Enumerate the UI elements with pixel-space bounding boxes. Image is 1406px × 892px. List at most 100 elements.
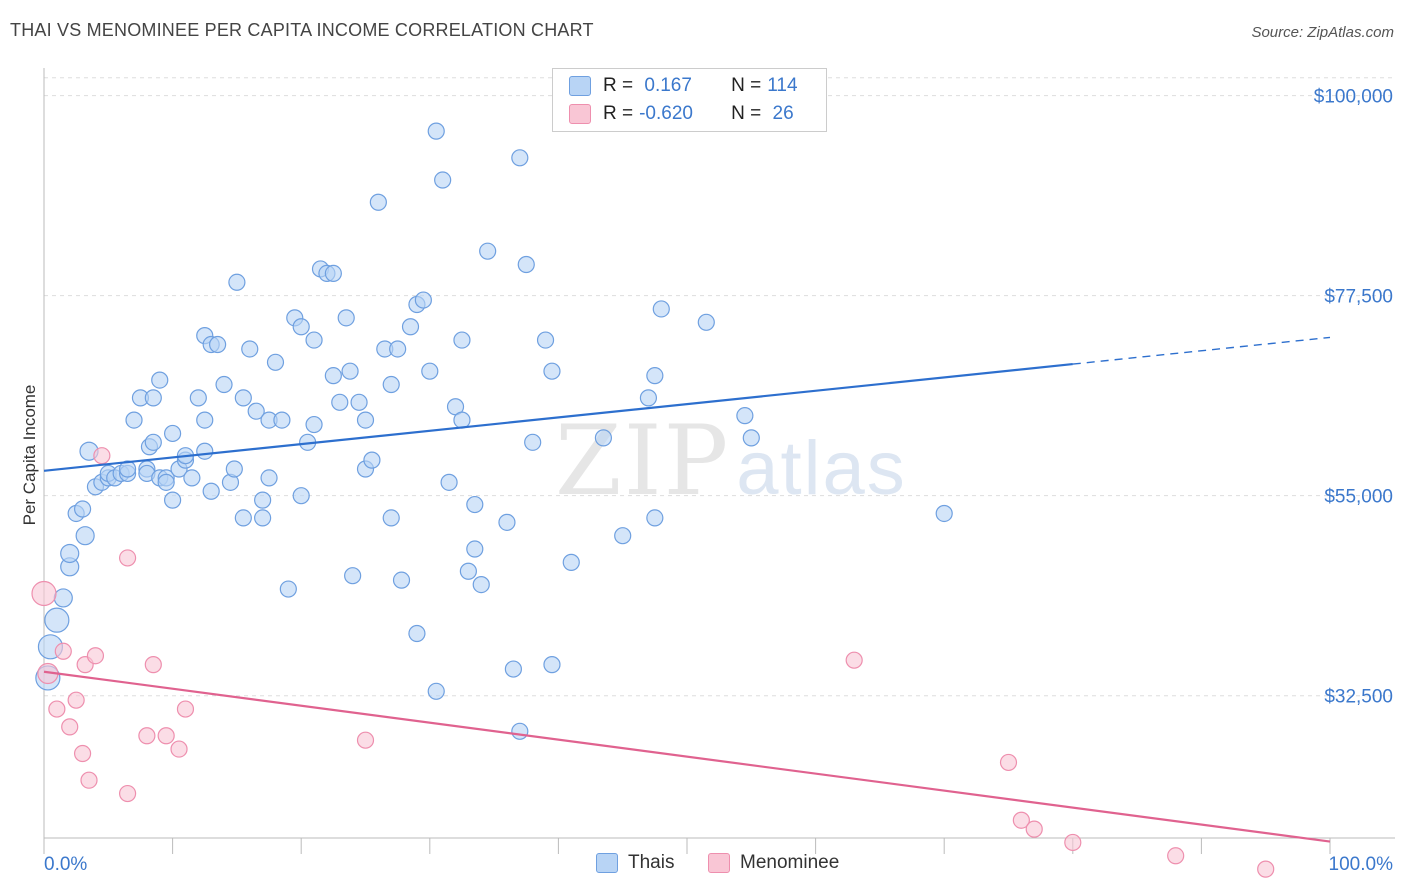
data-point-menominee (118, 784, 137, 803)
legend: R = 0.167 N = 114 R = -0.620 N = 26 (552, 68, 827, 132)
data-point-thais (344, 567, 362, 585)
data-point-menominee (1012, 811, 1030, 829)
data-point-thais (459, 562, 477, 580)
bottom-legend-label-thais: Thais (628, 852, 675, 873)
trend-line-thais-extension (1072, 336, 1331, 365)
data-point-thais (594, 429, 613, 447)
data-point-menominee (1025, 820, 1043, 838)
data-point-menominee (356, 731, 375, 749)
legend-r-value: 0.167 (639, 75, 692, 96)
data-point-thais (202, 482, 220, 500)
x-tick-label: 100.0% (1329, 854, 1394, 875)
data-point-thais (266, 353, 285, 371)
data-point-menominee (999, 753, 1018, 772)
data-point-thais (646, 367, 664, 385)
data-point-thais (389, 340, 407, 358)
data-point-thais (498, 513, 516, 531)
data-point-menominee (93, 447, 111, 465)
data-point-thais (543, 362, 561, 380)
data-point-menominee (845, 651, 863, 669)
y-tick-label: $77,500 (1324, 287, 1393, 308)
grid-lines (44, 77, 1395, 697)
data-point-thais (350, 393, 368, 411)
legend-swatch-menominee (569, 104, 591, 124)
legend-n-label: N = (731, 103, 762, 124)
data-point-menominee (138, 727, 156, 745)
data-point-thais (517, 255, 535, 274)
data-point-menominee (67, 691, 85, 709)
data-point-thais (183, 469, 201, 487)
data-point-thais (382, 509, 400, 527)
legend-n-value: 26 (767, 103, 794, 124)
bottom-legend-menominee: Menominee (708, 852, 839, 874)
data-point-thais (511, 722, 529, 740)
data-point-thais (562, 553, 580, 571)
data-point-menominee (118, 549, 137, 567)
data-point-thais (434, 171, 452, 189)
data-point-thais (151, 371, 169, 389)
data-point-thais (421, 362, 439, 380)
bottom-legend-thais: Thais (596, 852, 674, 874)
data-point-thais (736, 407, 754, 425)
watermark: ZIPatlas (555, 405, 907, 517)
data-point-thais (427, 682, 445, 700)
data-point-thais (225, 460, 243, 478)
data-point-thais (234, 509, 252, 527)
legend-row-thais: R = 0.167 N = 114 (569, 73, 798, 99)
data-point-thais (53, 588, 73, 608)
data-point-thais (652, 300, 670, 318)
data-point-thais (324, 367, 342, 385)
data-point-menominee (73, 744, 92, 763)
data-point-thais (247, 402, 265, 420)
tick-labels: $32,500 $55,000 $77,500 $100,000 0.0% 100.0% (44, 87, 1393, 875)
legend-swatch-thais (569, 76, 591, 96)
data-point-thais (401, 318, 420, 336)
source-label: Source: ZipAtlas.com (1251, 24, 1394, 41)
axes (43, 68, 1395, 854)
data-point-thais (331, 393, 349, 411)
watermark-zip: ZIP (555, 405, 731, 517)
data-point-thais (73, 500, 92, 518)
data-point-thais (305, 331, 323, 349)
data-point-thais (118, 460, 137, 478)
data-point-thais (639, 389, 658, 407)
data-point-thais (60, 543, 80, 564)
data-point-thais (472, 575, 490, 594)
data-point-thais (305, 415, 323, 434)
data-point-thais (369, 193, 387, 211)
data-point-thais (408, 624, 426, 643)
y-tick-label: $55,000 (1324, 487, 1393, 508)
x-tick-label: 0.0% (44, 854, 87, 875)
data-point-thais (341, 362, 359, 380)
data-point-menominee (80, 771, 98, 789)
data-point-thais (164, 491, 182, 509)
bottom-legend-swatch-menominee (708, 853, 730, 873)
data-point-thais (234, 389, 252, 407)
data-point-menominee (157, 727, 175, 745)
chart-title: THAI VS MENOMINEE PER CAPITA INCOME CORR… (10, 20, 594, 40)
data-point-thais (646, 509, 664, 527)
data-point-menominee (170, 740, 188, 758)
data-point-menominee (48, 700, 66, 718)
data-point-thais (697, 313, 715, 331)
bottom-legend-swatch-thais (596, 853, 618, 873)
data-point-thais (466, 495, 484, 514)
data-point-thais (414, 291, 432, 309)
data-point-thais (504, 660, 522, 678)
watermark-atlas: atlas (736, 426, 907, 511)
data-point-thais (164, 424, 182, 443)
data-point-menominee (176, 700, 195, 718)
trend-line-thais (43, 362, 1073, 472)
data-point-thais (125, 411, 143, 429)
series-thais (35, 122, 953, 740)
data-point-thais (536, 331, 555, 349)
data-point-thais (144, 389, 162, 407)
data-point-thais (742, 429, 760, 447)
data-point-thais (228, 273, 246, 291)
data-point-thais (614, 527, 632, 545)
data-point-thais (440, 473, 458, 491)
data-point-thais (241, 340, 259, 358)
data-point-thais (75, 526, 95, 546)
data-point-thais (524, 433, 542, 451)
